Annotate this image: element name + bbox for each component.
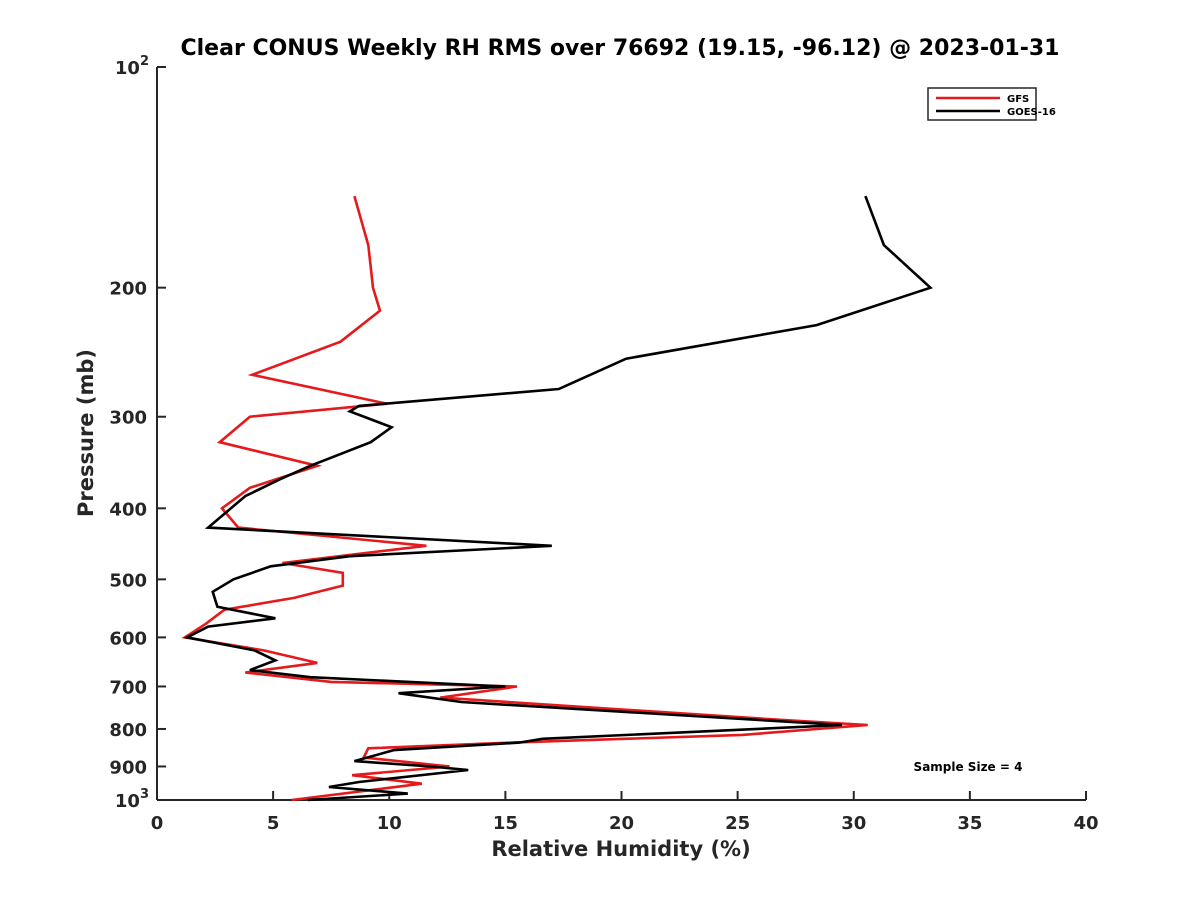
y-tick-label: 400 — [109, 499, 147, 520]
y-tick-label: 800 — [109, 720, 147, 741]
y-tick-label: 500 — [109, 570, 147, 591]
series-line-goes-16 — [183, 195, 933, 802]
legend-label: GOES-16 — [1007, 107, 1056, 118]
sample-size-annotation: Sample Size = 4 — [914, 760, 1023, 774]
series-lines — [181, 195, 933, 802]
x-tick-label: 0 — [151, 813, 164, 834]
chart-title: Clear CONUS Weekly RH RMS over 76692 (19… — [181, 36, 1060, 61]
legend-box — [927, 87, 1037, 121]
x-tick-label: 30 — [841, 813, 866, 834]
x-tick-label: 5 — [267, 813, 280, 834]
y-tick-label: 700 — [109, 677, 147, 698]
x-tick-label: 20 — [609, 813, 634, 834]
y-tick-label: 103 — [115, 787, 149, 812]
x-tick-label: 35 — [957, 813, 982, 834]
y-tick-label: 600 — [109, 628, 147, 649]
y-ticks: 102 200 300 400 500 600 700 800 900 103 — [109, 54, 166, 812]
legend: GFS GOES-16 — [927, 87, 1056, 121]
y-tick-label: 300 — [109, 408, 147, 429]
x-tick-label: 15 — [493, 813, 518, 834]
x-tick-label: 25 — [725, 813, 750, 834]
x-tick-label: 10 — [377, 813, 402, 834]
legend-label: GFS — [1007, 94, 1029, 105]
x-tick-label: 40 — [1073, 813, 1098, 834]
y-tick-label: 102 — [115, 54, 149, 79]
y-tick-label: 200 — [109, 279, 147, 300]
y-tick-label: 900 — [109, 757, 147, 778]
x-ticks: 0 5 10 15 20 25 30 35 40 — [151, 791, 1099, 834]
y-axis-label: Pressure (mb) — [74, 349, 98, 517]
x-axis-label: Relative Humidity (%) — [491, 837, 750, 861]
